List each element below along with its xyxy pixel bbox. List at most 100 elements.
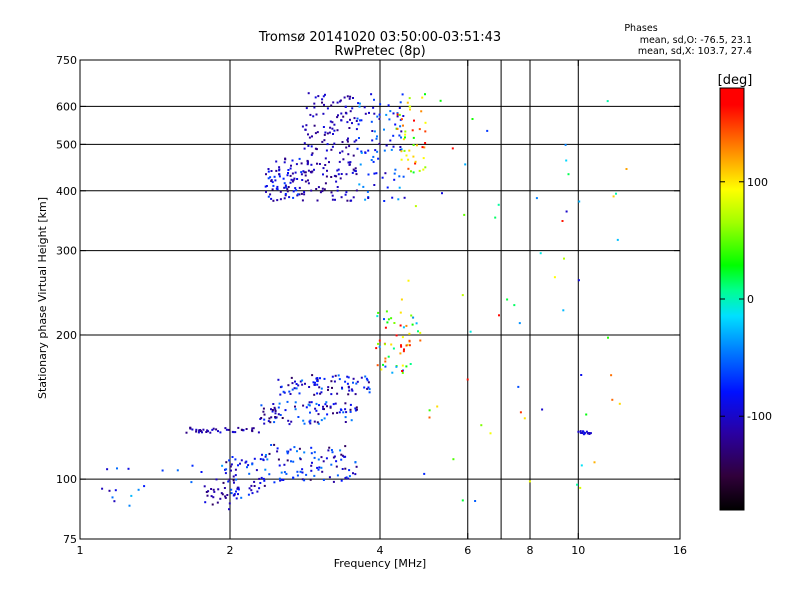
data-point [346, 140, 349, 143]
x-axis-label: Frequency [MHz] [334, 557, 426, 570]
data-point [396, 127, 399, 130]
data-point [283, 197, 286, 200]
data-point [331, 194, 334, 197]
data-point [497, 203, 500, 206]
data-point [276, 447, 279, 450]
data-point [301, 379, 304, 382]
chart-title: Tromsø 20141020 03:50:00-03:51:43 [258, 30, 501, 45]
data-point [338, 411, 341, 414]
data-point [585, 430, 588, 433]
data-point [332, 403, 335, 406]
data-point [305, 473, 308, 476]
data-point [518, 322, 521, 325]
data-point [330, 148, 333, 151]
data-point [257, 431, 260, 434]
data-point [200, 430, 202, 433]
data-point [294, 408, 297, 411]
data-point [354, 170, 357, 173]
data-point [316, 383, 319, 386]
data-point [317, 413, 320, 416]
data-point [300, 162, 303, 165]
data-point [270, 444, 273, 446]
data-point [322, 405, 324, 408]
data-point [313, 124, 316, 127]
data-point [408, 149, 411, 152]
data-point [340, 458, 343, 461]
y-tick-label: 750 [56, 54, 77, 67]
data-point [232, 475, 235, 478]
data-point [398, 113, 401, 116]
data-point [348, 127, 351, 129]
data-point [251, 430, 254, 433]
data-point [404, 133, 407, 136]
data-point [268, 452, 271, 455]
data-point [439, 99, 442, 102]
x-tick-label: 4 [377, 544, 384, 557]
data-point [293, 387, 296, 390]
data-point [384, 326, 387, 329]
data-point [333, 129, 336, 132]
data-point [260, 404, 263, 407]
data-point [373, 98, 375, 101]
data-point [234, 431, 237, 434]
data-point [344, 455, 347, 458]
data-point [325, 175, 328, 178]
data-point [355, 189, 358, 192]
data-point [308, 401, 311, 404]
data-point [404, 130, 407, 133]
data-point [366, 190, 369, 193]
data-point [354, 461, 357, 464]
data-point [393, 322, 396, 324]
data-point [387, 355, 390, 358]
data-point [197, 431, 200, 434]
data-point [398, 175, 401, 178]
data-point [348, 97, 351, 100]
data-point [201, 431, 203, 434]
data-point [383, 200, 386, 202]
data-point [297, 416, 300, 418]
data-point [294, 380, 296, 383]
data-point [353, 140, 356, 143]
data-point [517, 385, 520, 388]
data-point [307, 182, 310, 185]
data-point [216, 501, 219, 504]
data-point [398, 107, 401, 109]
data-point [224, 495, 227, 498]
y-axis-label: Stationary phase Virtual Height [km] [36, 197, 49, 399]
data-point [563, 257, 565, 260]
colorbar-ticks: 100 0 -100 [720, 176, 772, 423]
data-point [285, 186, 288, 189]
data-point [209, 431, 212, 434]
data-point [423, 146, 426, 149]
data-point [275, 160, 278, 163]
data-point [417, 330, 419, 333]
data-point [611, 398, 614, 401]
data-point [359, 163, 362, 166]
data-point [413, 119, 415, 122]
data-point [246, 466, 248, 469]
data-point [221, 464, 224, 467]
data-point [327, 388, 329, 391]
data-point [342, 158, 345, 161]
data-point [300, 173, 303, 176]
data-point [307, 92, 310, 95]
data-point [327, 386, 330, 389]
data-point [384, 365, 387, 368]
data-point [360, 376, 363, 379]
data-point [301, 468, 304, 471]
data-point [346, 382, 349, 385]
data-point [562, 309, 565, 312]
data-point [353, 169, 356, 172]
data-point [367, 173, 370, 176]
data-point [317, 458, 320, 461]
data-point [424, 121, 427, 124]
data-point [379, 103, 382, 106]
data-point [287, 384, 290, 387]
data-point [421, 146, 424, 149]
data-point [480, 424, 483, 427]
data-point [535, 197, 538, 200]
data-point [342, 411, 345, 414]
data-point [234, 458, 237, 461]
data-point [106, 468, 109, 471]
data-point [286, 459, 289, 462]
